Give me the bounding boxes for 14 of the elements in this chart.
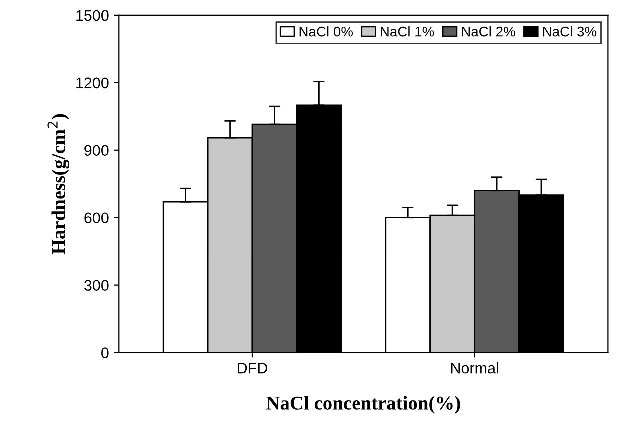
y-tick-label: 1200 (76, 78, 109, 89)
x-axis-title: NaCl concentration(%) (266, 396, 460, 414)
legend-label: NaCl 2% (462, 26, 516, 37)
y-axis-title: Hardness(g/cm$^{2}$) (48, 114, 70, 254)
y-tick-label: 0 (102, 348, 109, 358)
y-tick-label: 1500 (76, 10, 109, 22)
legend-label: NaCl 3% (543, 26, 597, 37)
legend-label: NaCl 0% (300, 26, 354, 37)
x-tick-label: DFD (238, 363, 268, 374)
y-tick-label: 600 (84, 212, 109, 224)
y-tick-label: 900 (84, 145, 109, 156)
x-tick-label: Normal (451, 362, 498, 374)
y-tick-label: 300 (84, 280, 109, 292)
legend-label: NaCl 1% (381, 26, 434, 37)
